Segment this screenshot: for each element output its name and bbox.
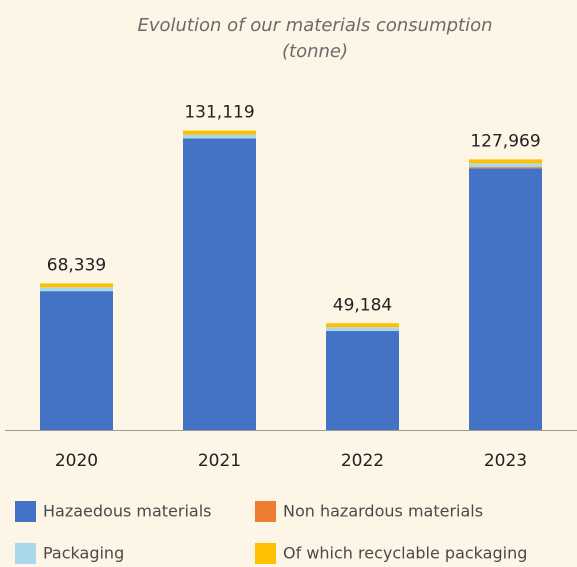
- bar-segment: [469, 167, 542, 169]
- x-tick-label: 2023: [484, 451, 527, 471]
- bar-segment: [183, 130, 256, 135]
- bar-segment: [40, 287, 113, 292]
- legend-label: Hazaedous materials: [43, 502, 212, 521]
- total-label: 127,969: [470, 131, 540, 151]
- bar-segment: [40, 283, 113, 288]
- legend-swatch: [15, 501, 36, 522]
- legend-label: Packaging: [43, 544, 124, 563]
- x-tick-label: 2022: [341, 451, 384, 471]
- x-tick-label: 2021: [198, 451, 241, 471]
- x-tick-label: 2020: [55, 451, 98, 471]
- bar-segment: [326, 327, 399, 332]
- legend-swatch: [15, 543, 36, 564]
- bar-segment: [469, 168, 542, 431]
- bar-segment: [183, 138, 256, 431]
- bar-segment: [469, 159, 542, 164]
- total-label: 49,184: [333, 295, 392, 315]
- total-label: 131,119: [184, 103, 254, 123]
- chart-subtitle: (tonne): [282, 41, 348, 62]
- bar-segment: [183, 134, 256, 139]
- legend-swatch: [255, 543, 276, 564]
- bar-segment: [326, 323, 399, 328]
- legend-label: Non hazardous materials: [283, 502, 483, 521]
- legend-swatch: [255, 501, 276, 522]
- chart-title: Evolution of our materials consumption: [137, 15, 492, 36]
- total-label: 68,339: [47, 255, 106, 275]
- bar-segment: [469, 163, 542, 168]
- bar-segment: [326, 331, 399, 430]
- legend-label: Of which recyclable packaging: [283, 544, 527, 563]
- bar-segment: [40, 291, 113, 430]
